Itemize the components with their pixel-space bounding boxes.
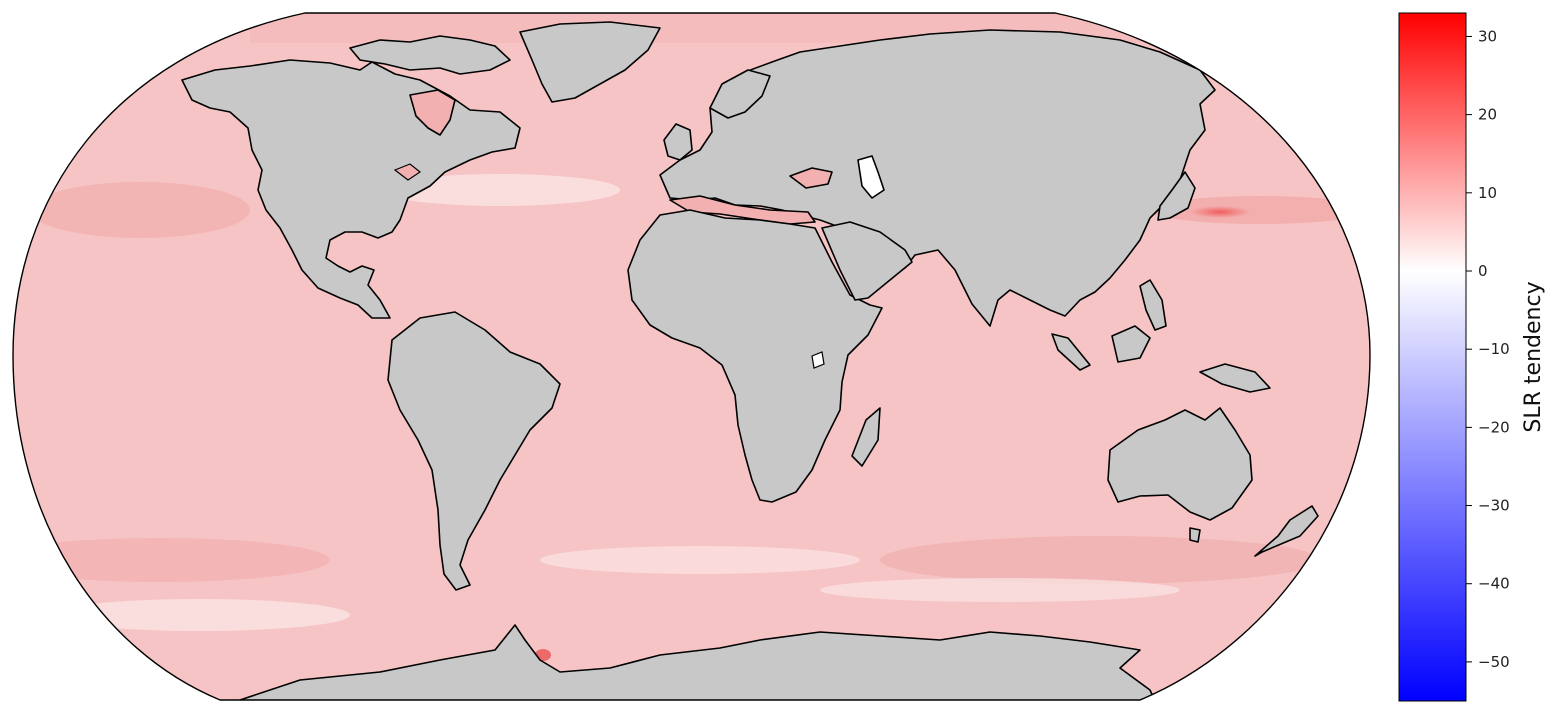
caspian-sea xyxy=(857,155,885,199)
lake-victoria xyxy=(811,351,825,369)
landmass-australia xyxy=(1107,407,1253,521)
landmass-sumatra xyxy=(1051,333,1091,371)
landmass-arctic-islands xyxy=(349,35,511,75)
ocean-band xyxy=(380,174,620,206)
land xyxy=(181,21,1319,700)
colorbar: 30 20 10 0 −10 −20 −30 −40 −50 SLR tendency xyxy=(1398,12,1546,702)
colorbar-ticks: 30 20 10 0 −10 −20 −30 −40 −50 xyxy=(1466,27,1510,671)
ocean-hotspot xyxy=(1190,206,1250,218)
landmass-japan xyxy=(1157,171,1196,221)
mediterranean-sea xyxy=(669,195,816,225)
hudson-bay xyxy=(409,89,456,136)
black-sea xyxy=(789,167,833,189)
landmass-new-zealand xyxy=(1254,505,1319,557)
globe xyxy=(13,13,1370,700)
landmass-madagascar xyxy=(851,407,881,467)
landmass-british-isles xyxy=(663,123,693,161)
globe-outline xyxy=(12,12,1371,701)
colorbar-gradient xyxy=(1398,12,1467,702)
ocean-band xyxy=(13,538,330,582)
colorbar-tick-label: −40 xyxy=(1478,575,1510,593)
colorbar-label: SLR tendency xyxy=(1521,281,1546,432)
ocean-band xyxy=(30,182,250,238)
colorbar-tick-label: 0 xyxy=(1478,262,1488,280)
landmass-borneo xyxy=(1111,325,1151,363)
landmass-tasmania xyxy=(1189,527,1201,543)
ocean-band xyxy=(880,536,1320,584)
ocean-band xyxy=(540,546,860,574)
colorbar-tick-label: −20 xyxy=(1478,418,1510,436)
landmass-antarctica xyxy=(229,624,1161,700)
landmass-south-america xyxy=(387,311,561,591)
landmass-greenland xyxy=(519,21,661,103)
colorbar-tick-label: 10 xyxy=(1478,184,1497,202)
ocean-band xyxy=(50,599,350,631)
landmass-africa xyxy=(627,209,883,503)
inland-lakes xyxy=(393,163,825,369)
ocean-band xyxy=(820,578,1180,602)
colorbar-tick-label: −30 xyxy=(1478,497,1510,515)
colorbar-tick-label: −50 xyxy=(1478,653,1510,671)
great-lakes xyxy=(393,163,422,181)
colorbar-tick-label: 30 xyxy=(1478,27,1497,45)
landmass-philippines xyxy=(1139,279,1167,331)
colorbar-tick-label: 20 xyxy=(1478,106,1497,124)
landmass-arabia xyxy=(821,221,913,301)
landmass-scandinavia xyxy=(709,69,771,119)
landmass-new-guinea xyxy=(1199,363,1271,393)
colorbar-tick-label: −10 xyxy=(1478,340,1510,358)
